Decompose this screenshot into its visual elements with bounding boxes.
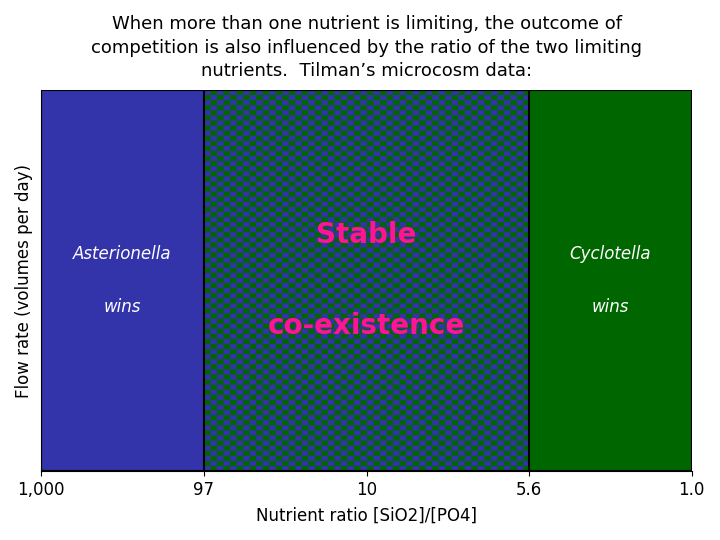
Text: co-existence: co-existence — [268, 312, 465, 340]
Text: Cyclotella: Cyclotella — [570, 245, 652, 263]
Text: wins: wins — [104, 298, 141, 316]
Bar — [41, 90, 204, 471]
Bar — [529, 90, 692, 471]
X-axis label: Nutrient ratio [SiO2]/[PO4]: Nutrient ratio [SiO2]/[PO4] — [256, 507, 477, 525]
Text: Asterionella: Asterionella — [73, 245, 172, 263]
Y-axis label: Flow rate (volumes per day): Flow rate (volumes per day) — [15, 164, 33, 397]
Text: wins: wins — [592, 298, 629, 316]
Title: When more than one nutrient is limiting, the outcome of
competition is also infl: When more than one nutrient is limiting,… — [91, 15, 642, 80]
Text: Stable: Stable — [316, 221, 417, 249]
